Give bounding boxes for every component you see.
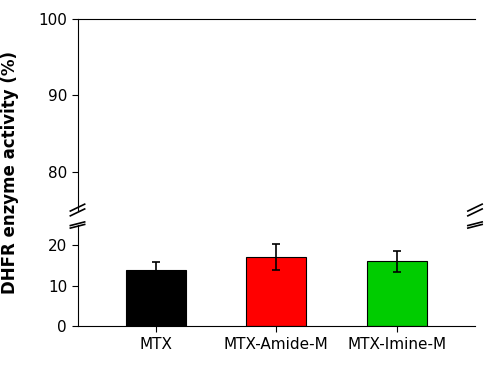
Bar — [366, 261, 427, 326]
Bar — [246, 257, 306, 326]
Bar — [126, 270, 186, 326]
Text: DHFR enzyme activity (%): DHFR enzyme activity (%) — [1, 51, 19, 294]
